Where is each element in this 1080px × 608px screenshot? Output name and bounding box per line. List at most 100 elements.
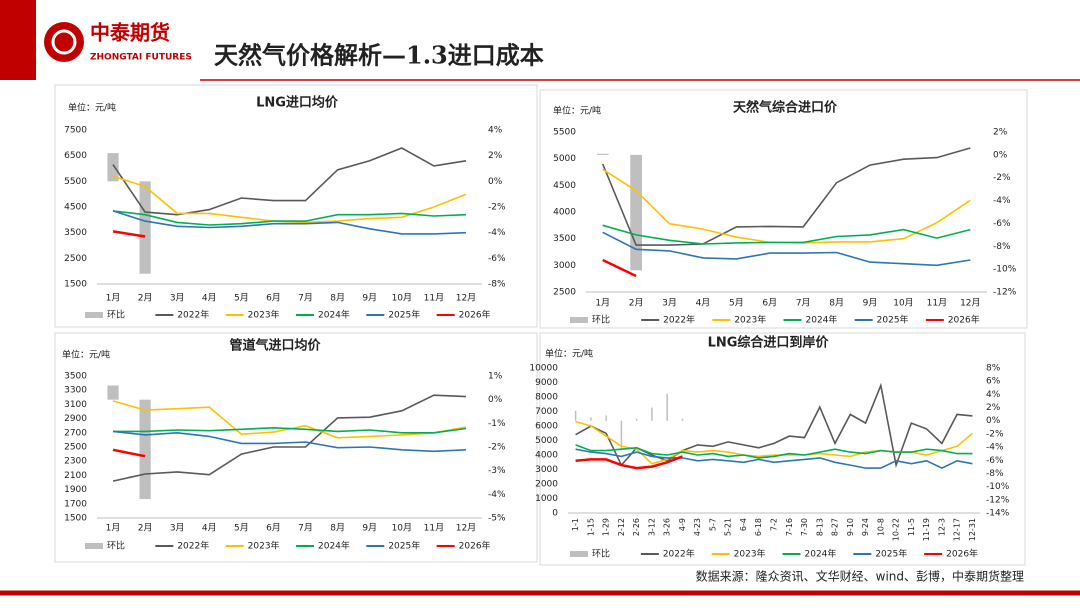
change-bar bbox=[590, 417, 592, 421]
x-tick-label: 9月 bbox=[362, 293, 377, 304]
change-bar bbox=[574, 410, 577, 421]
y-tick-label: 3500 bbox=[553, 234, 576, 244]
y2-tick-label: -4% bbox=[488, 228, 506, 238]
series-line bbox=[112, 147, 467, 216]
unit-label: 单位：元/吨 bbox=[68, 102, 116, 114]
series-line bbox=[112, 394, 467, 482]
x-tick-label: 9-10 bbox=[846, 518, 855, 536]
y-tick-label: 2900 bbox=[64, 414, 87, 424]
unit-label: 单位：元/吨 bbox=[62, 349, 110, 361]
series-line bbox=[575, 444, 973, 459]
series-line bbox=[112, 210, 467, 235]
x-tick-label: 12月 bbox=[456, 293, 476, 304]
x-tick-label: 1月 bbox=[106, 293, 121, 304]
x-tick-label: 6-18 bbox=[754, 518, 763, 536]
series-line bbox=[112, 175, 467, 224]
x-tick-label: 12月 bbox=[456, 523, 476, 534]
series-line bbox=[112, 210, 467, 226]
legend-label: 2025年 bbox=[388, 309, 420, 321]
legend-label: 2023年 bbox=[734, 548, 766, 560]
x-tick-label: 9月 bbox=[863, 298, 878, 309]
x-tick-label: 11月 bbox=[424, 293, 444, 304]
y-tick-label: 6500 bbox=[64, 151, 87, 161]
y-tick-label: 1700 bbox=[64, 499, 87, 509]
x-tick-label: 6-4 bbox=[739, 518, 748, 531]
x-tick-label: 8-13 bbox=[815, 518, 824, 536]
y-tick-label: 3500 bbox=[64, 372, 87, 382]
y-tick-label: 3500 bbox=[64, 228, 87, 238]
x-tick-label: 7月 bbox=[796, 298, 811, 309]
legend-label: 2022年 bbox=[177, 540, 209, 552]
y2-tick-label: -8% bbox=[488, 280, 506, 290]
y2-tick-label: -2% bbox=[488, 443, 506, 453]
logo-cn: 中泰期货 bbox=[90, 21, 170, 45]
legend-label: 2026年 bbox=[948, 314, 980, 326]
x-tick-label: 6月 bbox=[266, 293, 281, 304]
y-tick-label: 2300 bbox=[64, 457, 87, 467]
y-tick-label: 4500 bbox=[64, 203, 87, 213]
chart-title: 管道气进口均价 bbox=[229, 338, 321, 354]
y-tick-label: 5500 bbox=[64, 177, 87, 187]
y-tick-label: 9000 bbox=[535, 378, 558, 388]
x-tick-label: 2-26 bbox=[632, 518, 641, 536]
x-tick-label: 8月 bbox=[330, 523, 345, 534]
y2-tick-label: -4% bbox=[993, 196, 1011, 206]
y-tick-label: 2700 bbox=[64, 428, 87, 438]
y2-tick-label: -10% bbox=[986, 482, 1010, 492]
y-tick-label: 3100 bbox=[64, 400, 87, 410]
x-tick-label: 2-12 bbox=[617, 518, 626, 536]
chart-title: 天然气综合进口价 bbox=[733, 100, 838, 116]
chart-frame bbox=[539, 332, 1026, 566]
y2-tick-label: -2% bbox=[986, 429, 1004, 439]
x-tick-label: 5-21 bbox=[724, 518, 733, 536]
x-tick-label: 11月 bbox=[927, 298, 947, 309]
x-tick-label: 7月 bbox=[298, 293, 313, 304]
x-tick-label: 1-1 bbox=[571, 518, 580, 531]
legend-label: 2024年 bbox=[318, 540, 350, 552]
y2-tick-label: 0% bbox=[986, 416, 1001, 426]
change-bar bbox=[651, 407, 653, 421]
logo-icon bbox=[44, 22, 84, 62]
y2-tick-label: -4% bbox=[488, 490, 506, 500]
y-tick-label: 4000 bbox=[535, 451, 558, 461]
x-tick-label: 3月 bbox=[170, 293, 185, 304]
x-tick-label: 9-24 bbox=[861, 518, 870, 536]
logo-icon-ring bbox=[51, 29, 77, 55]
y2-tick-label: -1% bbox=[488, 419, 506, 429]
y2-tick-label: 2% bbox=[488, 151, 503, 161]
y2-tick-label: -6% bbox=[993, 219, 1011, 229]
change-bar bbox=[139, 399, 151, 500]
change-bar bbox=[107, 153, 119, 182]
x-tick-label: 7-2 bbox=[770, 518, 779, 531]
x-tick-label: 4月 bbox=[202, 523, 217, 534]
x-tick-label: 4-23 bbox=[693, 518, 702, 536]
y2-tick-label: -12% bbox=[986, 495, 1010, 505]
y-tick-label: 0 bbox=[552, 509, 558, 519]
series-line bbox=[112, 448, 146, 458]
x-tick-label: 6月 bbox=[762, 298, 777, 309]
y2-tick-label: -14% bbox=[986, 509, 1010, 519]
y-tick-label: 3300 bbox=[64, 386, 87, 396]
unit-label: 单位：元/吨 bbox=[545, 348, 593, 360]
legend-label: 环比 bbox=[107, 309, 125, 321]
y2-tick-label: 1% bbox=[488, 372, 503, 382]
x-tick-label: 12-17 bbox=[953, 518, 962, 541]
y2-tick-label: -6% bbox=[986, 456, 1004, 466]
source-note: 数据来源：隆众资讯、文华财经、wind、彭博，中泰期货整理 bbox=[696, 569, 1024, 584]
chart-title: LNG进口均价 bbox=[256, 95, 339, 111]
y2-tick-label: 0% bbox=[993, 150, 1008, 160]
x-tick-label: 3月 bbox=[170, 523, 185, 534]
y-tick-label: 5500 bbox=[553, 128, 576, 138]
x-tick-label: 2月 bbox=[629, 298, 644, 309]
x-tick-label: 12-3 bbox=[937, 518, 946, 536]
legend-swatch bbox=[570, 551, 588, 557]
legend-label: 2025年 bbox=[875, 548, 907, 560]
legend-label: 2025年 bbox=[877, 314, 909, 326]
series-line bbox=[113, 426, 467, 434]
x-tick-label: 10月 bbox=[893, 298, 913, 309]
y-tick-label: 2500 bbox=[64, 254, 87, 264]
y2-tick-label: -8% bbox=[986, 469, 1004, 479]
change-bar bbox=[630, 154, 642, 271]
y-tick-label: 7000 bbox=[535, 407, 558, 417]
x-tick-label: 5月 bbox=[234, 523, 249, 534]
